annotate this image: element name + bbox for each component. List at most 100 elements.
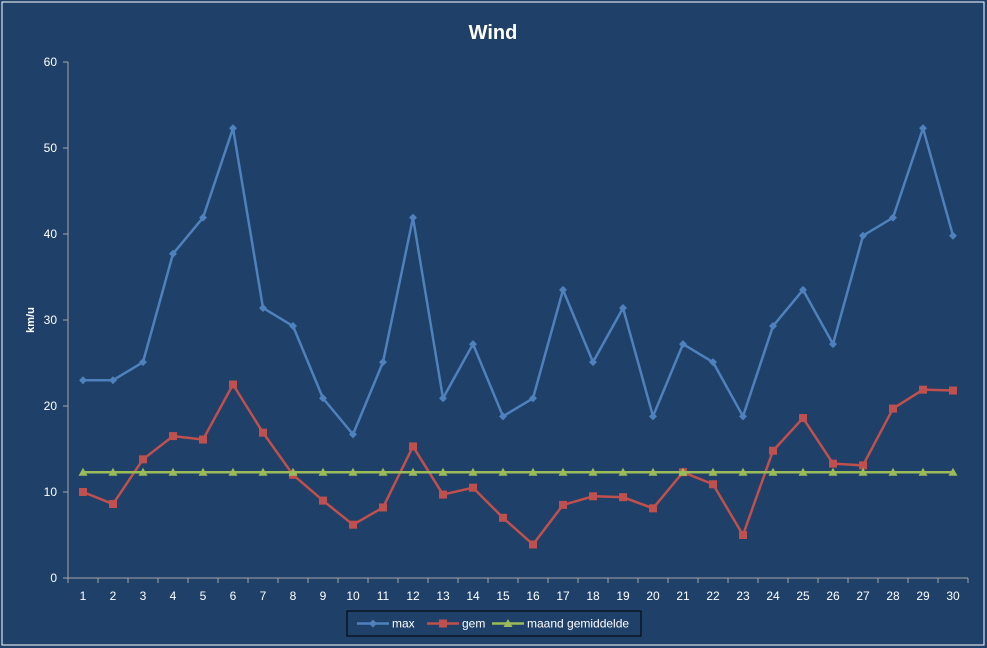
data-point-max xyxy=(829,340,837,349)
x-tick-label: 8 xyxy=(290,589,297,603)
x-tick-label: 30 xyxy=(946,589,960,603)
data-point-max xyxy=(949,231,957,240)
x-tick-label: 24 xyxy=(766,589,780,603)
x-tick-label: 26 xyxy=(826,589,840,603)
data-point-maand-gemiddelde xyxy=(378,467,388,476)
data-point-maand-gemiddelde xyxy=(468,467,478,476)
data-point-gem xyxy=(109,500,117,509)
y-tick-label: 0 xyxy=(50,571,57,585)
data-point-gem xyxy=(529,540,537,549)
data-point-gem xyxy=(169,432,177,441)
data-point-max xyxy=(799,285,807,294)
x-tick-label: 20 xyxy=(646,589,660,603)
data-point-max xyxy=(199,213,207,222)
data-point-gem xyxy=(229,380,237,389)
data-point-maand-gemiddelde xyxy=(828,467,838,476)
data-point-maand-gemiddelde xyxy=(168,467,178,476)
legend-box xyxy=(346,610,642,637)
data-point-maand-gemiddelde xyxy=(948,467,958,476)
x-tick-label: 11 xyxy=(377,589,390,603)
data-point-gem xyxy=(589,492,597,501)
x-tick-label: 3 xyxy=(140,589,147,603)
legend-label-max: max xyxy=(392,617,415,631)
data-point-maand-gemiddelde xyxy=(918,467,928,476)
data-point-maand-gemiddelde xyxy=(888,467,898,476)
data-point-maand-gemiddelde xyxy=(78,467,88,476)
data-point-maand-gemiddelde xyxy=(708,467,718,476)
y-tick-label: 30 xyxy=(44,313,58,327)
data-point-maand-gemiddelde xyxy=(348,467,358,476)
data-point-gem xyxy=(349,520,357,529)
legend-marker-maand-gemiddelde xyxy=(503,619,513,627)
data-point-max xyxy=(169,249,177,258)
y-axis-label: km/u xyxy=(25,307,37,333)
data-point-gem xyxy=(499,513,507,522)
data-point-gem xyxy=(709,480,717,489)
y-tick-label: 60 xyxy=(44,55,58,69)
data-point-max xyxy=(349,430,357,439)
data-point-max xyxy=(529,394,537,403)
data-point-max xyxy=(409,213,417,222)
data-point-max xyxy=(79,376,87,385)
x-tick-label: 10 xyxy=(346,589,360,603)
x-tick-label: 14 xyxy=(466,589,480,603)
data-point-max xyxy=(379,358,387,367)
x-tick-label: 17 xyxy=(556,589,570,603)
y-tick-label: 10 xyxy=(44,485,58,499)
x-tick-label: 21 xyxy=(676,589,690,603)
data-point-gem xyxy=(559,500,567,509)
data-point-gem xyxy=(379,503,387,512)
data-point-maand-gemiddelde xyxy=(618,467,628,476)
series-layer xyxy=(78,124,958,549)
data-point-max xyxy=(769,322,777,331)
x-tick-label: 29 xyxy=(916,589,930,603)
data-point-maand-gemiddelde xyxy=(138,467,148,476)
data-point-gem xyxy=(469,483,477,492)
data-point-gem xyxy=(829,459,837,468)
x-tick-label: 7 xyxy=(260,589,267,603)
data-point-max xyxy=(619,303,627,312)
legend-label-gem: gem xyxy=(462,617,485,631)
x-tick-label: 6 xyxy=(230,589,237,603)
data-point-gem xyxy=(799,414,807,423)
legend-label-maand-gemiddelde: maand gemiddelde xyxy=(527,617,629,631)
data-point-max xyxy=(139,358,147,367)
data-point-gem xyxy=(139,455,147,464)
data-point-max xyxy=(109,376,117,385)
x-tick-label: 13 xyxy=(436,589,450,603)
series-maand-gemiddelde xyxy=(78,467,958,476)
data-point-max xyxy=(709,358,717,367)
data-point-maand-gemiddelde xyxy=(678,467,688,476)
data-point-maand-gemiddelde xyxy=(228,467,238,476)
data-point-gem xyxy=(319,496,327,505)
data-point-maand-gemiddelde xyxy=(318,467,328,476)
data-point-max xyxy=(739,412,747,421)
data-point-maand-gemiddelde xyxy=(798,467,808,476)
x-tick-label: 25 xyxy=(796,589,810,603)
data-point-gem xyxy=(619,493,627,502)
data-point-max xyxy=(649,412,657,421)
y-tick-label: 20 xyxy=(44,399,58,413)
data-point-max xyxy=(859,231,867,240)
x-tick-label: 5 xyxy=(200,589,207,603)
data-point-gem xyxy=(889,404,897,413)
data-point-maand-gemiddelde xyxy=(288,467,298,476)
data-point-gem xyxy=(919,385,927,394)
data-point-gem xyxy=(259,428,267,437)
series-line-gem xyxy=(82,383,954,546)
data-point-gem xyxy=(409,442,417,451)
x-tick-label: 1 xyxy=(80,589,87,603)
data-point-gem xyxy=(739,531,747,539)
x-tick-label: 2 xyxy=(110,589,117,603)
data-point-maand-gemiddelde xyxy=(438,467,448,476)
data-point-max xyxy=(499,412,507,421)
series-max xyxy=(79,124,957,439)
data-point-gem xyxy=(79,488,87,496)
y-axis-ticks: 0 10 20 30 40 50 60 xyxy=(44,55,68,585)
data-point-gem xyxy=(769,446,777,455)
x-tick-label: 18 xyxy=(586,589,600,603)
data-point-max xyxy=(919,124,927,133)
